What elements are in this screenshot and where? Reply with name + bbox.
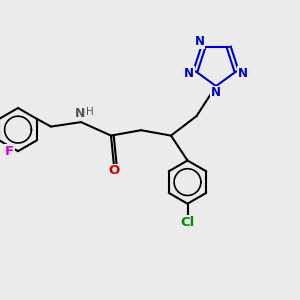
Text: O: O xyxy=(108,164,120,178)
Text: N: N xyxy=(211,86,221,99)
Text: H: H xyxy=(85,106,93,117)
Text: N: N xyxy=(75,107,85,120)
Text: N: N xyxy=(238,67,248,80)
Text: F: F xyxy=(5,145,14,158)
Text: N: N xyxy=(184,67,194,80)
Text: N: N xyxy=(194,35,204,48)
Text: Cl: Cl xyxy=(180,216,195,229)
